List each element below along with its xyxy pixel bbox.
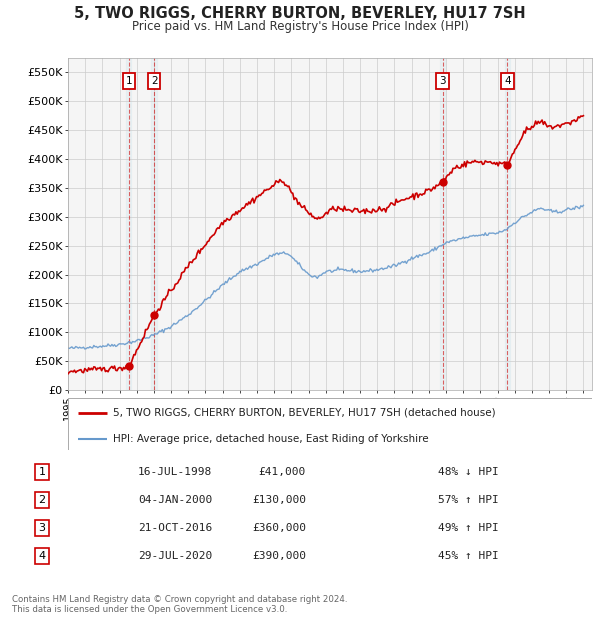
Text: 2: 2: [151, 76, 157, 86]
Text: 1: 1: [38, 467, 46, 477]
Text: £130,000: £130,000: [252, 495, 306, 505]
Text: 5, TWO RIGGS, CHERRY BURTON, BEVERLEY, HU17 7SH: 5, TWO RIGGS, CHERRY BURTON, BEVERLEY, H…: [74, 6, 526, 21]
Text: 3: 3: [439, 76, 446, 86]
Text: 2: 2: [38, 495, 46, 505]
Bar: [440, 58, 445, 390]
Text: 3: 3: [38, 523, 46, 533]
Text: 4: 4: [38, 551, 46, 561]
Text: HPI: Average price, detached house, East Riding of Yorkshire: HPI: Average price, detached house, East…: [113, 433, 428, 443]
Text: 4: 4: [504, 76, 511, 86]
Bar: [505, 58, 510, 390]
Text: Contains HM Land Registry data © Crown copyright and database right 2024.: Contains HM Land Registry data © Crown c…: [12, 595, 347, 604]
Bar: [126, 58, 131, 390]
Bar: [151, 58, 157, 390]
Text: £390,000: £390,000: [252, 551, 306, 561]
Text: £41,000: £41,000: [259, 467, 306, 477]
Text: £360,000: £360,000: [252, 523, 306, 533]
Text: 49% ↑ HPI: 49% ↑ HPI: [438, 523, 499, 533]
Text: 45% ↑ HPI: 45% ↑ HPI: [438, 551, 499, 561]
Text: Price paid vs. HM Land Registry's House Price Index (HPI): Price paid vs. HM Land Registry's House …: [131, 20, 469, 33]
Text: 48% ↓ HPI: 48% ↓ HPI: [438, 467, 499, 477]
Text: 16-JUL-1998: 16-JUL-1998: [138, 467, 212, 477]
Text: 5, TWO RIGGS, CHERRY BURTON, BEVERLEY, HU17 7SH (detached house): 5, TWO RIGGS, CHERRY BURTON, BEVERLEY, H…: [113, 407, 495, 417]
Text: 21-OCT-2016: 21-OCT-2016: [138, 523, 212, 533]
Text: 04-JAN-2000: 04-JAN-2000: [138, 495, 212, 505]
Text: 29-JUL-2020: 29-JUL-2020: [138, 551, 212, 561]
Text: 57% ↑ HPI: 57% ↑ HPI: [438, 495, 499, 505]
Text: 1: 1: [125, 76, 132, 86]
Text: This data is licensed under the Open Government Licence v3.0.: This data is licensed under the Open Gov…: [12, 604, 287, 614]
